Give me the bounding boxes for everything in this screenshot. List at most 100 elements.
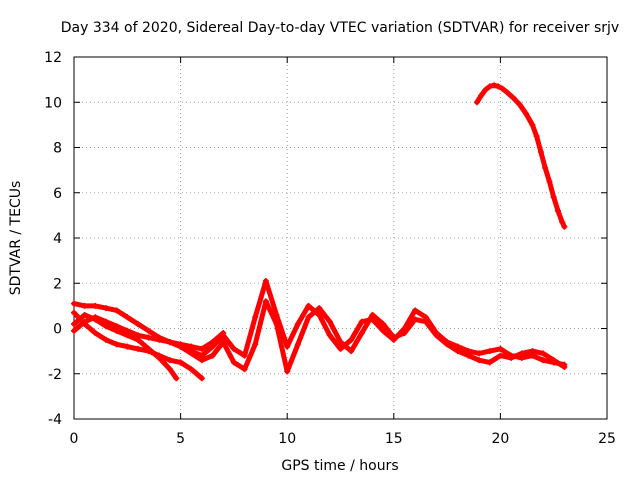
data-point bbox=[497, 352, 504, 359]
x-tick-label: 15 bbox=[385, 431, 403, 447]
data-point bbox=[241, 352, 248, 359]
y-tick-label: -2 bbox=[48, 367, 62, 383]
data-point bbox=[561, 223, 568, 230]
data-point bbox=[71, 300, 77, 307]
data-point bbox=[401, 330, 408, 337]
data-point bbox=[134, 332, 141, 339]
data-point bbox=[522, 110, 529, 117]
y-tick-label: 2 bbox=[53, 276, 62, 292]
data-point bbox=[305, 302, 312, 309]
data-point bbox=[145, 327, 152, 334]
data-point bbox=[348, 336, 355, 343]
data-point bbox=[316, 311, 323, 318]
series-line bbox=[167, 298, 567, 374]
data-point bbox=[92, 314, 99, 321]
data-point bbox=[124, 314, 131, 321]
data-point bbox=[166, 339, 173, 346]
data-point bbox=[510, 94, 517, 101]
data-point bbox=[550, 357, 557, 364]
data-point bbox=[518, 350, 525, 357]
data-point bbox=[497, 345, 504, 352]
data-point bbox=[529, 121, 536, 128]
data-point bbox=[134, 345, 141, 352]
data-point bbox=[71, 320, 77, 327]
data-point bbox=[198, 375, 205, 382]
data-point bbox=[412, 316, 419, 323]
data-point bbox=[198, 345, 205, 352]
y-tick-label: 10 bbox=[44, 95, 62, 111]
gridlines bbox=[74, 57, 607, 419]
data-point bbox=[166, 357, 173, 364]
data-point bbox=[533, 133, 540, 140]
data-point bbox=[499, 85, 506, 92]
data-point bbox=[486, 348, 493, 355]
data-point bbox=[166, 366, 173, 373]
data-series bbox=[71, 82, 568, 382]
data-point bbox=[561, 363, 568, 370]
data-point bbox=[81, 318, 88, 325]
chart-title: Day 334 of 2020, Sidereal Day-to-day VTE… bbox=[61, 20, 619, 36]
x-tick-label: 10 bbox=[278, 431, 296, 447]
data-point bbox=[348, 348, 355, 355]
data-point bbox=[316, 305, 323, 312]
data-point bbox=[358, 330, 365, 337]
data-point bbox=[113, 341, 120, 348]
data-point bbox=[113, 307, 120, 314]
x-tick-label: 0 bbox=[70, 431, 79, 447]
data-point bbox=[209, 352, 216, 359]
y-tick-label: 12 bbox=[44, 50, 62, 66]
data-point bbox=[220, 339, 227, 346]
data-point bbox=[294, 320, 301, 327]
data-point bbox=[473, 99, 480, 106]
data-point bbox=[550, 194, 557, 201]
data-point bbox=[390, 334, 397, 341]
data-point bbox=[537, 149, 544, 156]
data-point bbox=[326, 332, 333, 339]
data-point bbox=[508, 354, 515, 361]
series-track-d bbox=[71, 277, 568, 368]
data-point bbox=[478, 92, 485, 99]
data-point bbox=[124, 327, 131, 334]
data-point bbox=[503, 89, 510, 96]
data-point bbox=[262, 298, 269, 305]
data-point bbox=[486, 359, 493, 366]
data-point bbox=[262, 277, 269, 284]
data-point bbox=[380, 327, 387, 334]
data-point bbox=[156, 354, 163, 361]
data-point bbox=[71, 309, 77, 316]
data-point bbox=[284, 368, 291, 375]
data-point bbox=[145, 345, 152, 352]
data-point bbox=[337, 339, 344, 346]
data-point bbox=[422, 318, 429, 325]
data-point bbox=[476, 357, 483, 364]
data-point bbox=[273, 320, 280, 327]
data-point bbox=[220, 332, 227, 339]
data-point bbox=[173, 375, 180, 382]
data-point bbox=[540, 350, 547, 357]
data-point bbox=[198, 357, 205, 364]
data-point bbox=[369, 311, 376, 318]
series-track-f bbox=[473, 82, 568, 230]
y-tick-label: 8 bbox=[53, 141, 62, 157]
data-point bbox=[113, 323, 120, 330]
series-line bbox=[474, 82, 567, 230]
data-point bbox=[495, 83, 502, 90]
data-point bbox=[540, 357, 547, 364]
data-point bbox=[454, 348, 461, 355]
data-point bbox=[92, 302, 99, 309]
data-point bbox=[465, 352, 472, 359]
data-point bbox=[294, 341, 301, 348]
y-tick-label: 4 bbox=[53, 231, 62, 247]
data-point bbox=[81, 311, 88, 318]
data-point bbox=[134, 320, 141, 327]
data-point bbox=[476, 350, 483, 357]
data-point bbox=[326, 318, 333, 325]
data-point bbox=[252, 314, 259, 321]
x-axis-label: GPS time / hours bbox=[281, 458, 398, 474]
data-point bbox=[156, 334, 163, 341]
data-point bbox=[188, 350, 195, 357]
data-point bbox=[284, 343, 291, 350]
data-point bbox=[102, 336, 109, 343]
data-point bbox=[433, 332, 440, 339]
data-point bbox=[71, 327, 77, 334]
